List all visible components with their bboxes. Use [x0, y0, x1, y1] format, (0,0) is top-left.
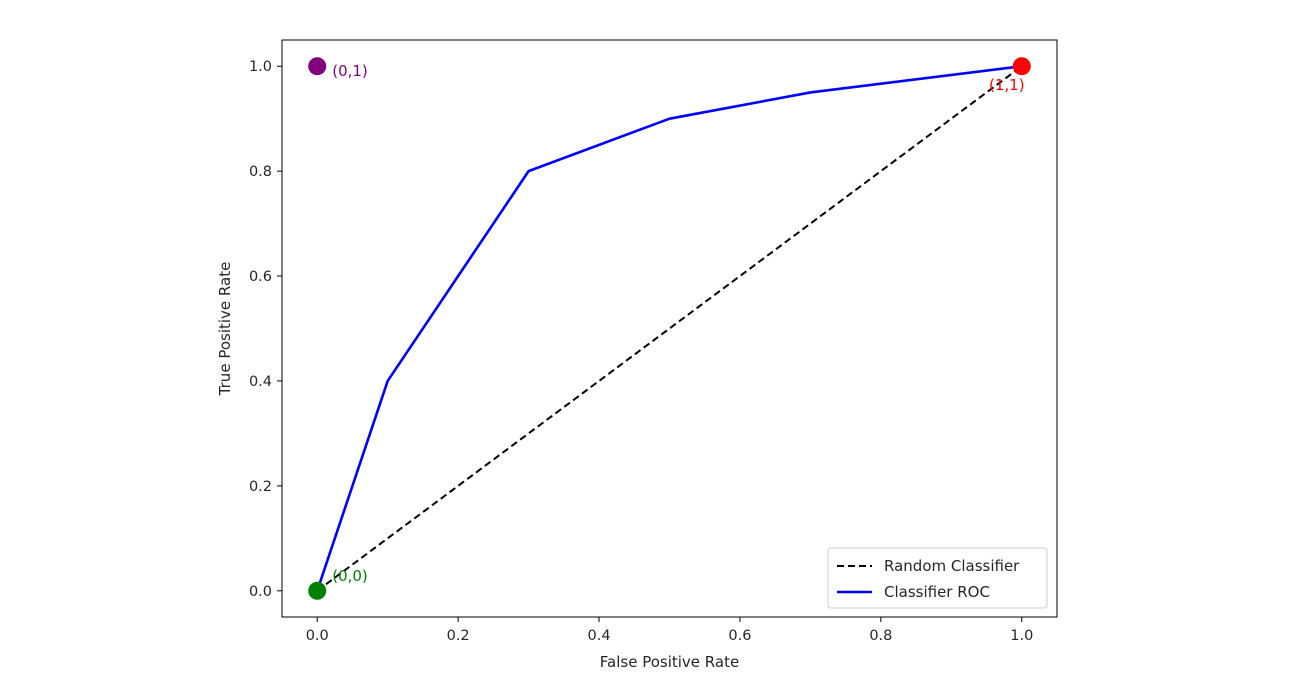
y-tick-label: 1.0	[249, 59, 272, 75]
plot-frame	[281, 39, 1058, 618]
series-layer	[315, 64, 1023, 592]
y-tick-label: 0.2	[249, 479, 272, 495]
y-tick-label: 0.4	[249, 374, 272, 390]
point-0-1-label: (0,1)	[332, 62, 368, 80]
y-tick-label: 0.0	[249, 584, 272, 600]
y-axis-label: True Positive Rate	[216, 262, 234, 397]
series-line-1	[315, 64, 1022, 592]
legend-box	[827, 547, 1048, 609]
point-0-0-label: (0,0)	[332, 567, 368, 585]
legend-label-1: Classifier ROC	[884, 583, 990, 601]
legend-label-0: Random Classifier	[884, 557, 1020, 575]
point-1-1-label: (1,1)	[989, 76, 1025, 94]
legend: Random Classifier Classifier ROC	[827, 547, 1048, 609]
point-0-0-marker	[308, 581, 327, 600]
points-layer: (0,0) (0,1) (1,1)	[308, 57, 1031, 600]
point-1-1-marker	[1012, 57, 1031, 76]
x-axis: 0.0 0.2 0.4 0.6 0.8 1.0	[306, 617, 1033, 644]
x-axis-label: False Positive Rate	[600, 653, 739, 671]
x-tick-label: 0.0	[306, 628, 329, 644]
y-axis: 0.0 0.2 0.4 0.6 0.8 1.0	[249, 59, 282, 600]
point-0-1-marker	[308, 57, 327, 76]
y-tick-label: 0.6	[249, 269, 272, 285]
x-tick-label: 0.8	[869, 628, 892, 644]
x-tick-label: 1.0	[1010, 628, 1033, 644]
x-tick-label: 0.6	[728, 628, 751, 644]
x-tick-label: 0.2	[447, 628, 470, 644]
y-tick-label: 0.8	[249, 164, 272, 180]
series-line-0	[316, 65, 1023, 592]
x-tick-label: 0.4	[588, 628, 611, 644]
